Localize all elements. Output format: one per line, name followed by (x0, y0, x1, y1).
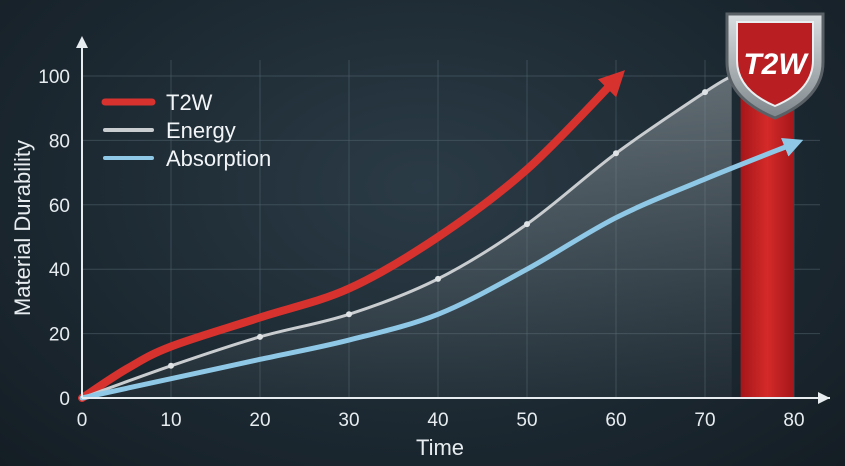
shield-inner (736, 21, 814, 108)
series-area-energy (82, 76, 732, 398)
y-tick-label-80: 80 (49, 131, 70, 152)
y-tick-label-20: 20 (49, 325, 70, 346)
legend-item-absorption: Absorption (103, 146, 271, 171)
x-tick-label-40: 40 (427, 410, 448, 431)
x-tick-label-0: 0 (77, 410, 88, 431)
series-group (78, 70, 804, 402)
y-axis-arrow-icon (76, 36, 88, 48)
y-tick-label-0: 0 (59, 389, 70, 410)
x-tick-label-30: 30 (338, 410, 359, 431)
series-line-absorption (79, 138, 804, 401)
x-tick-label-80: 80 (783, 410, 804, 431)
series-line-t2w (78, 70, 625, 402)
legend-label-t2w: T2W (166, 90, 213, 115)
y-tick-label-100: 100 (38, 67, 70, 88)
data-point-energy-40 (435, 275, 441, 282)
y-tick-label-60: 60 (49, 196, 70, 217)
series-energy (81, 74, 733, 400)
logo-text: T2W (743, 48, 809, 81)
x-tick-label-60: 60 (605, 410, 626, 431)
tick-labels: 0 10 20 30 40 50 60 70 80 0 20 40 60 80 100 (38, 67, 804, 431)
y-axis-title: Material Durability (10, 140, 35, 316)
legend-item-energy: Energy (103, 118, 236, 143)
series-absorption (79, 138, 804, 401)
x-tick-label-10: 10 (160, 410, 181, 431)
data-point-energy-70 (702, 89, 708, 96)
data-point-energy-60 (613, 150, 619, 157)
axes (76, 36, 830, 404)
data-point-energy-50 (524, 221, 530, 228)
y-tick-label-40: 40 (49, 260, 70, 281)
legend: T2W Energy Absorption (101, 90, 271, 171)
legend-item-t2w: T2W (101, 90, 213, 115)
t2w-logo: T2W (725, 12, 825, 120)
x-axis-arrow-icon (818, 392, 830, 404)
data-point-energy-10 (168, 362, 174, 369)
data-point-energy-20 (257, 333, 263, 340)
legend-label-energy: Energy (166, 118, 236, 143)
x-tick-label-70: 70 (694, 410, 715, 431)
x-tick-label-20: 20 (249, 410, 270, 431)
series-t2w (78, 70, 625, 402)
highlight-band (740, 60, 794, 398)
x-tick-label-50: 50 (516, 410, 537, 431)
x-axis-title: Time (416, 435, 464, 460)
legend-label-absorption: Absorption (166, 146, 271, 171)
data-point-energy-30 (346, 311, 352, 318)
